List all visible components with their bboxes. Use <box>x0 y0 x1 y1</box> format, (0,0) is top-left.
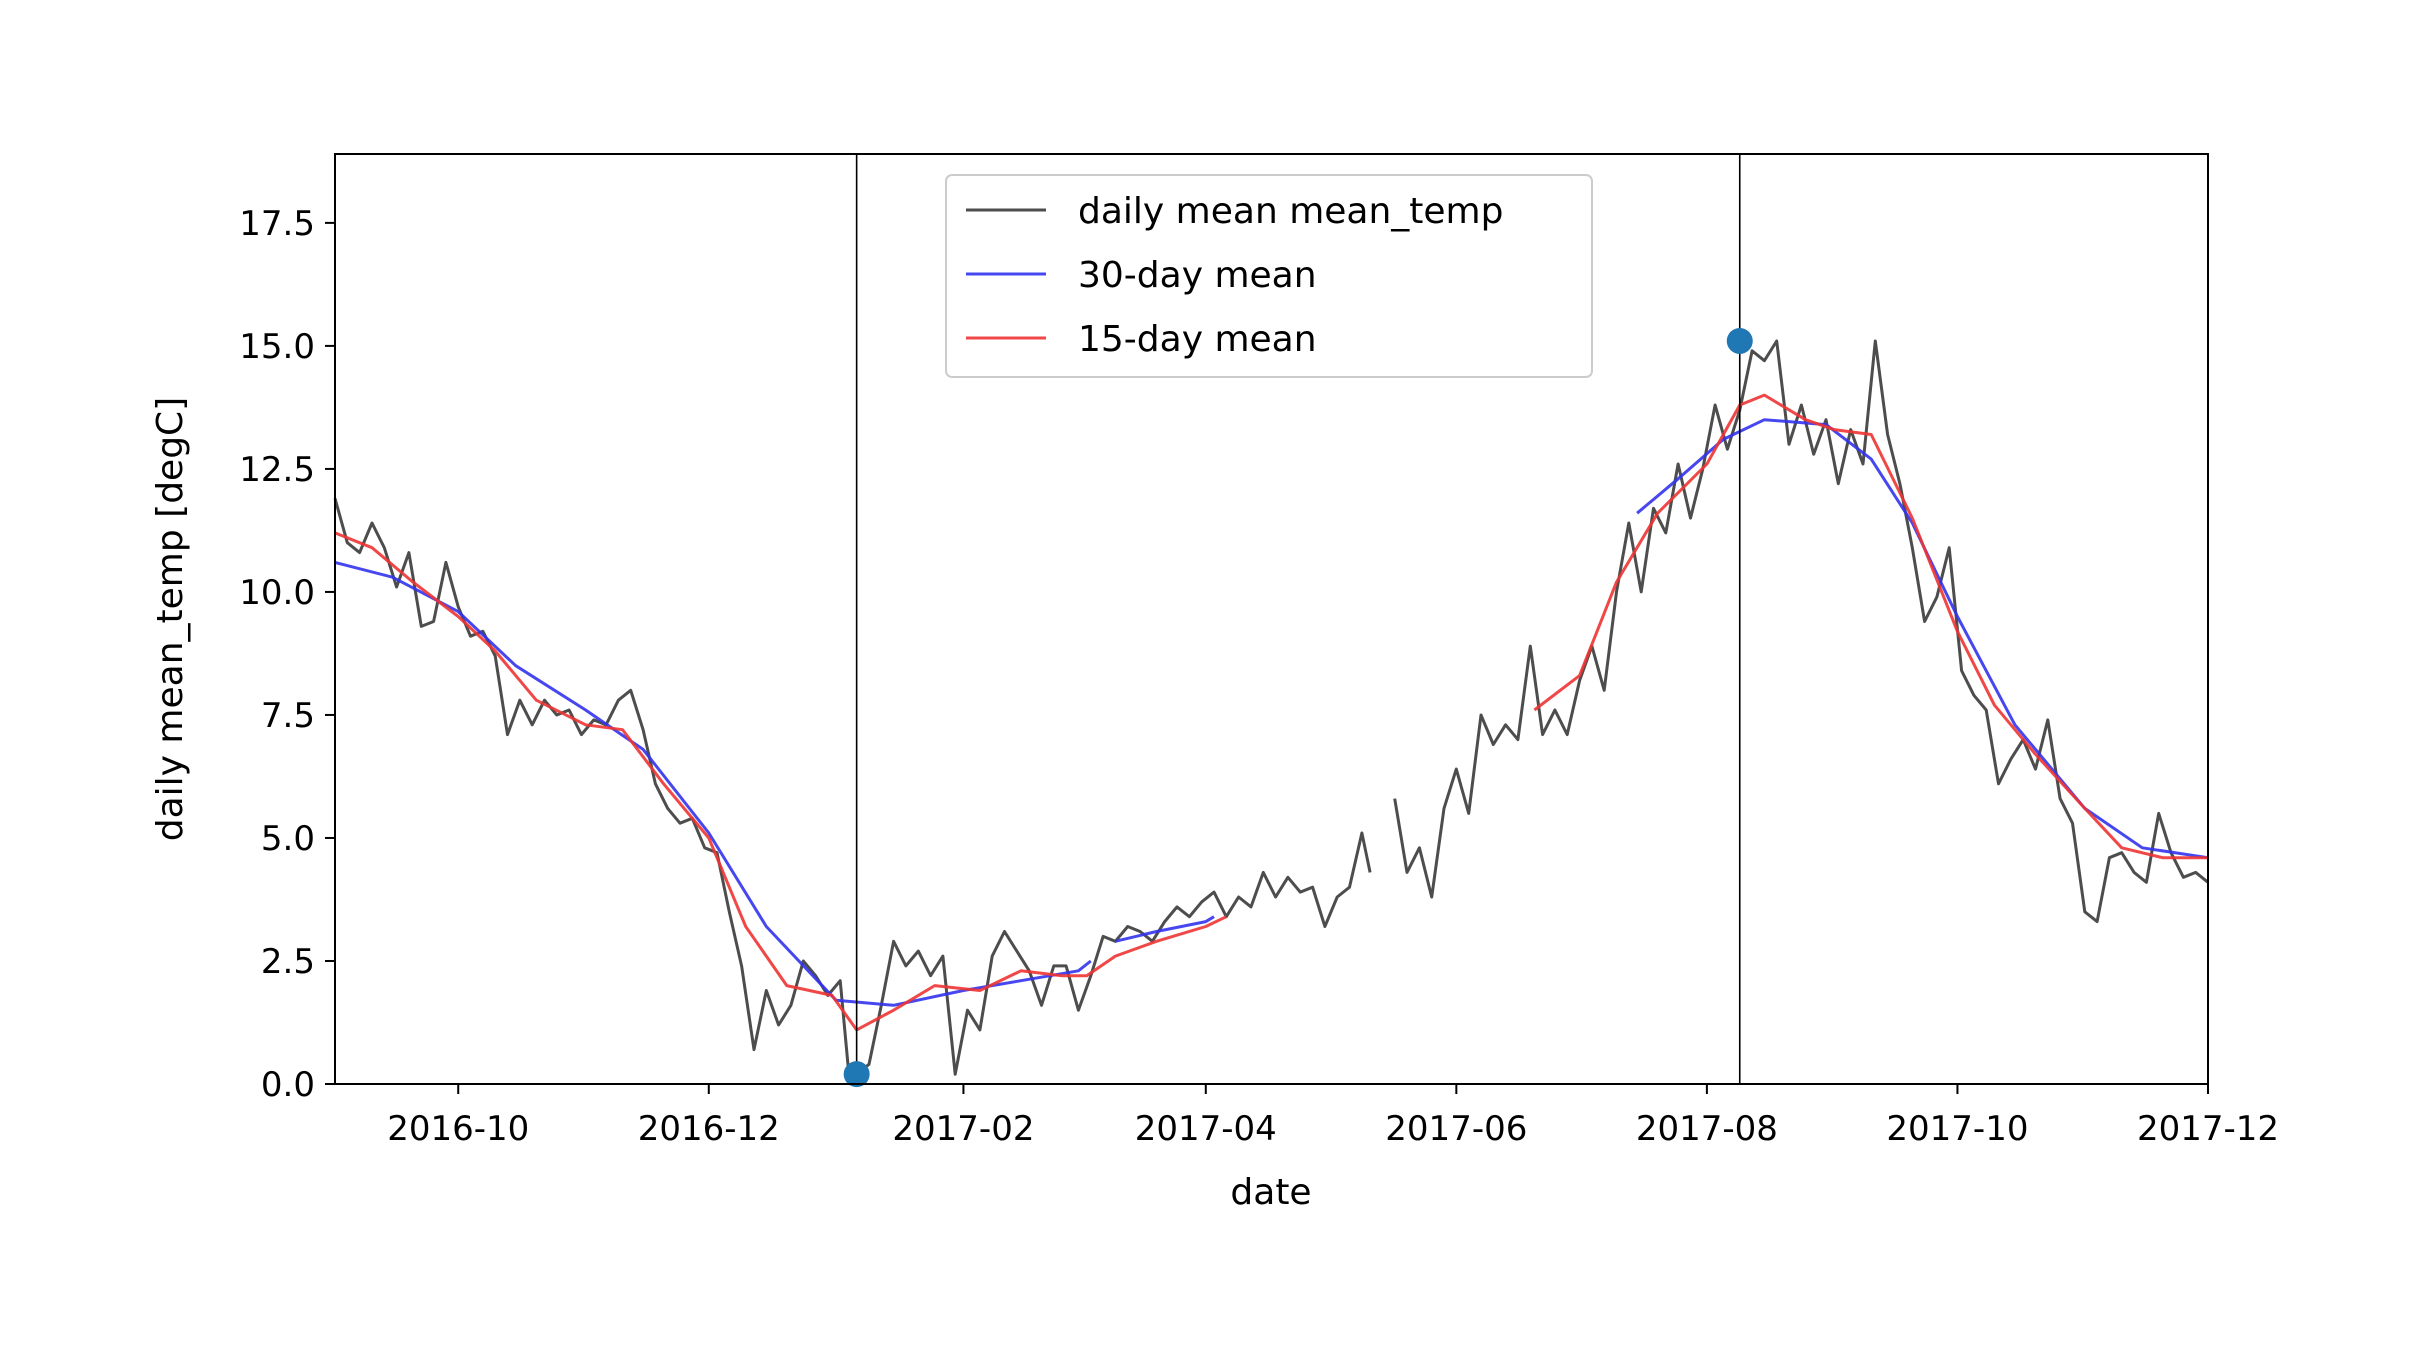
legend: daily mean mean_temp 30-day mean 15-day me… <box>945 174 1593 378</box>
plot-frame <box>334 153 2209 1085</box>
y-axis-label: daily mean_temp [degC] <box>150 397 191 841</box>
x-axis-ticks: 2016-10 2016-12 2017-02 2017-04 2017-06 2017-… <box>387 1084 2279 1149</box>
x-axis-label: date <box>1230 1172 1311 1213</box>
x-tick-label-6: 2017-10 <box>1886 1109 2028 1149</box>
x-tick-label-2: 2017-02 <box>892 1109 1034 1149</box>
y-tick-label-4: 10.0 <box>239 573 315 613</box>
extreme-points-layer <box>843 327 1753 1088</box>
series-line-2-segment-1 <box>1533 393 2208 860</box>
legend-label-0: daily mean mean_temp <box>1078 191 1503 232</box>
vertical-lines-layer <box>855 154 1741 1084</box>
y-axis-ticks: 0.0 2.5 5.0 7.5 10.0 12.5 15.0 17.5 <box>239 204 335 1105</box>
series-line-2-segment-0 <box>334 531 1227 1032</box>
x-tick-label-3: 2017-04 <box>1135 1109 1277 1149</box>
x-tick-label-0: 2016-10 <box>387 1109 529 1149</box>
y-tick-label-3: 7.5 <box>261 696 315 736</box>
y-tick-label-2: 5.0 <box>261 819 315 859</box>
series-line-0-segment-1 <box>1393 339 2209 924</box>
y-tick-label-0: 0.0 <box>261 1065 315 1105</box>
extreme-point-0 <box>843 1061 870 1088</box>
legend-label-2: 15-day mean <box>1078 319 1317 360</box>
y-tick-label-6: 15.0 <box>239 327 315 367</box>
legend-box <box>945 174 1593 378</box>
x-tick-label-5: 2017-08 <box>1636 1109 1778 1149</box>
legend-label-1: 30-day mean <box>1078 255 1317 296</box>
x-tick-label-7: 2017-12 <box>2137 1109 2279 1149</box>
y-tick-label-7: 17.5 <box>239 204 315 244</box>
series-line-1-segment-0 <box>334 560 1092 1007</box>
x-tick-label-4: 2017-06 <box>1385 1109 1527 1149</box>
legend-entries: daily mean mean_temp 30-day mean 15-day me… <box>966 191 1503 360</box>
x-tick-label-1: 2016-12 <box>638 1109 780 1149</box>
y-tick-label-1: 2.5 <box>261 942 315 982</box>
extreme-point-1 <box>1726 327 1753 354</box>
series-line-1-segment-1 <box>1115 915 1215 943</box>
y-tick-label-5: 12.5 <box>239 450 315 490</box>
